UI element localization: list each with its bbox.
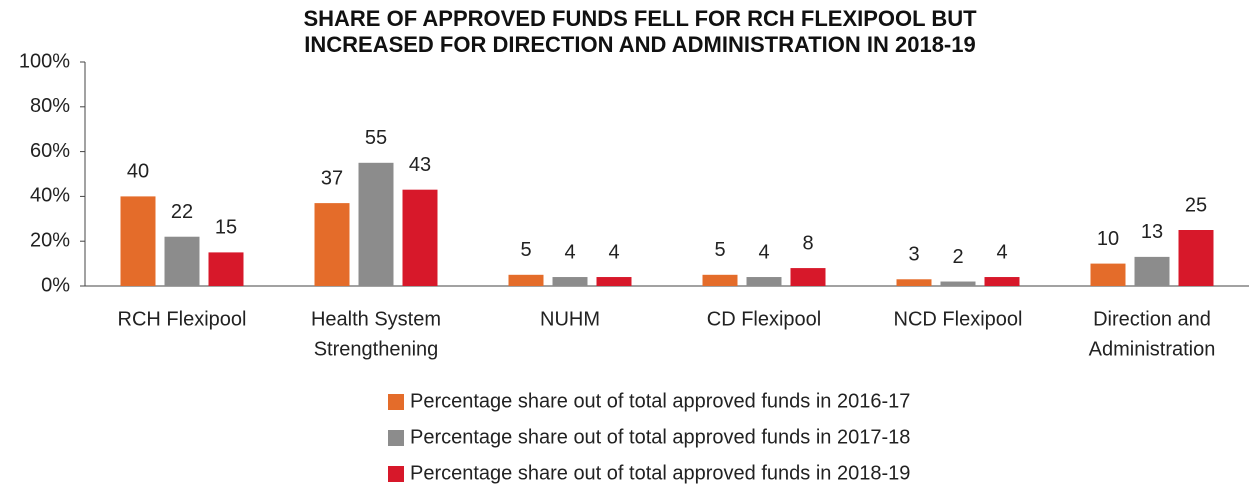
data-label: 13: [1141, 221, 1163, 243]
bar: [984, 277, 1020, 286]
x-tick-label: RCH Flexipool: [118, 308, 247, 330]
bar: [596, 277, 632, 286]
data-label: 43: [409, 154, 431, 176]
data-label: 25: [1185, 194, 1207, 216]
bar: [1178, 230, 1214, 286]
y-tick-label: 0%: [41, 274, 70, 296]
bar: [402, 189, 438, 286]
bar: [896, 279, 932, 286]
x-tick-label: NUHM: [540, 308, 600, 330]
legend-swatch: [388, 394, 404, 410]
bar: [702, 274, 738, 286]
data-label: 4: [564, 241, 575, 263]
x-tick-label: Health System: [311, 308, 441, 330]
bar: [940, 281, 976, 286]
bar: [1134, 256, 1170, 286]
bar: [120, 196, 156, 286]
bar: [746, 277, 782, 286]
data-label: 3: [908, 244, 919, 266]
legend-label: Percentage share out of total approved f…: [410, 426, 910, 448]
data-label: 4: [608, 241, 619, 263]
chart-title: SHARE OF APPROVED FUNDS FELL FOR RCH FLE…: [303, 6, 977, 31]
y-tick-label: 100%: [19, 50, 70, 72]
data-label: 55: [365, 127, 387, 149]
data-label: 4: [996, 241, 1007, 263]
bar: [790, 268, 826, 286]
y-tick-label: 80%: [30, 95, 70, 117]
y-tick-label: 20%: [30, 229, 70, 251]
data-label: 22: [171, 201, 193, 223]
x-tick-label: Direction and: [1093, 308, 1211, 330]
legend-label: Percentage share out of total approved f…: [410, 462, 910, 484]
bar: [208, 252, 244, 286]
y-tick-label: 40%: [30, 185, 70, 207]
legend-swatch: [388, 430, 404, 446]
data-label: 2: [952, 246, 963, 268]
x-tick-label: Strengthening: [314, 338, 439, 360]
data-label: 8: [802, 232, 813, 254]
data-label: 4: [758, 241, 769, 263]
chart-title: INCREASED FOR DIRECTION AND ADMINISTRATI…: [304, 32, 975, 57]
legend-label: Percentage share out of total approved f…: [410, 390, 910, 412]
data-label: 5: [714, 239, 725, 261]
data-label: 10: [1097, 228, 1119, 250]
bar: [314, 203, 350, 286]
data-label: 5: [520, 239, 531, 261]
data-label: 37: [321, 167, 343, 189]
bar: [358, 162, 394, 286]
x-tick-label: NCD Flexipool: [894, 308, 1023, 330]
bar: [508, 274, 544, 286]
x-tick-label: Administration: [1089, 338, 1216, 360]
bar: [552, 277, 588, 286]
data-label: 40: [127, 161, 149, 183]
legend-swatch: [388, 466, 404, 482]
y-tick-label: 60%: [30, 140, 70, 162]
data-label: 15: [215, 217, 237, 239]
x-tick-label: CD Flexipool: [707, 308, 821, 330]
bar: [1090, 263, 1126, 286]
bar: [164, 236, 200, 286]
